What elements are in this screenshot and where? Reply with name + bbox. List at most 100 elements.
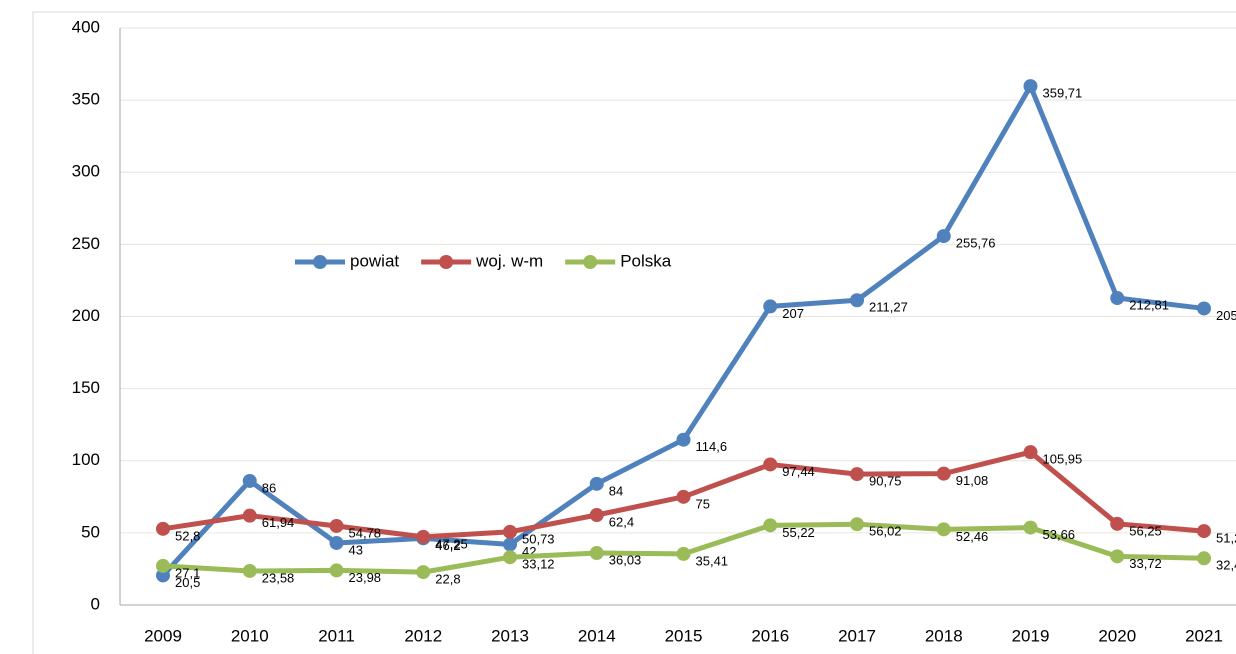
data-label: 27,1 (175, 565, 200, 580)
data-label: 32,4 (1216, 558, 1236, 573)
data-label: 86 (262, 480, 276, 495)
data-label: 35,41 (696, 553, 729, 568)
y-tick-label: 400 (72, 17, 100, 36)
legend-label: Polska (620, 251, 672, 270)
data-point (1197, 551, 1211, 566)
data-point (416, 565, 431, 580)
data-label: 207 (782, 306, 804, 321)
x-tick-label: 2019 (1012, 626, 1050, 645)
data-label: 205,58 (1216, 308, 1236, 323)
data-point (936, 229, 951, 244)
data-point (763, 457, 778, 472)
data-label: 56,02 (869, 524, 902, 539)
data-label: 211,27 (869, 300, 908, 315)
data-point (589, 507, 604, 522)
data-label: 62,4 (609, 514, 634, 529)
x-tick-label: 2010 (231, 626, 269, 645)
data-point (242, 563, 257, 578)
data-label: 46,2 (435, 538, 460, 553)
data-label: 61,94 (262, 515, 295, 530)
data-point (676, 489, 691, 504)
data-point (329, 535, 344, 550)
x-tick-label: 2021 (1185, 626, 1223, 645)
data-point (936, 466, 951, 481)
data-point (1023, 79, 1038, 94)
data-point (156, 558, 170, 573)
data-point (242, 508, 257, 523)
data-point (589, 546, 604, 561)
data-point (1197, 524, 1211, 539)
data-label: 91,08 (956, 473, 989, 488)
data-label: 43 (349, 542, 363, 557)
data-label: 359,71 (1043, 86, 1083, 101)
data-point (503, 537, 517, 552)
data-label: 114,6 (696, 439, 728, 454)
y-tick-label: 0 (91, 594, 100, 613)
legend-label: woj. w-m (475, 251, 543, 270)
x-tick-label: 2013 (491, 626, 529, 645)
y-tick-label: 50 (81, 522, 100, 541)
data-point (503, 524, 517, 539)
data-point (329, 518, 344, 533)
data-label: 36,03 (609, 552, 642, 567)
x-tick-label: 2014 (578, 626, 616, 645)
x-tick-label: 2017 (838, 626, 876, 645)
data-label: 56,25 (1129, 523, 1162, 538)
legend-marker (583, 255, 598, 269)
data-point (1110, 549, 1125, 564)
data-point (416, 529, 431, 544)
data-label: 84 (609, 483, 623, 498)
data-label: 23,98 (349, 570, 382, 585)
legend-marker (439, 255, 454, 269)
data-point (156, 521, 170, 536)
data-point (936, 522, 951, 537)
data-label: 90,75 (869, 474, 902, 489)
y-tick-label: 150 (72, 378, 100, 397)
y-tick-label: 200 (72, 306, 100, 325)
data-label: 20,5 (175, 575, 200, 590)
data-point (1023, 520, 1038, 535)
x-tick-label: 2020 (1098, 626, 1136, 645)
data-label: 105,95 (1043, 452, 1083, 467)
data-point (850, 517, 864, 532)
data-point (1197, 301, 1211, 316)
data-label: 52,46 (956, 529, 989, 544)
x-tick-label: 2018 (925, 626, 963, 645)
data-label: 22,8 (435, 572, 460, 587)
data-label: 50,73 (522, 531, 555, 546)
data-point (1023, 445, 1038, 460)
y-tick-label: 300 (72, 162, 100, 181)
data-label: 33,12 (522, 557, 555, 572)
x-tick-label: 2009 (144, 626, 182, 645)
data-label: 53,66 (1043, 527, 1076, 542)
data-label: 97,44 (782, 464, 815, 479)
x-tick-label: 2012 (404, 626, 442, 645)
data-label: 54,78 (349, 525, 382, 540)
data-label: 75 (696, 496, 710, 511)
legend-label: powiat (350, 251, 399, 270)
y-tick-label: 350 (72, 90, 100, 109)
y-tick-label: 100 (72, 450, 100, 469)
chart-frame (32, 11, 1236, 654)
legend-marker (313, 255, 327, 269)
data-point (676, 432, 691, 447)
data-label: 23,58 (262, 570, 295, 585)
x-tick-label: 2016 (751, 626, 789, 645)
data-point (1110, 291, 1125, 306)
data-label: 47,25 (435, 536, 468, 551)
data-point (676, 546, 691, 561)
data-point (589, 476, 604, 491)
y-tick-label: 250 (72, 234, 100, 253)
data-point (503, 550, 517, 565)
data-point (1110, 516, 1125, 531)
data-point (763, 518, 778, 533)
data-label: 33,72 (1129, 556, 1162, 571)
data-point (850, 293, 864, 308)
x-tick-label: 2015 (665, 626, 703, 645)
data-point (242, 473, 257, 488)
data-point (329, 563, 344, 578)
data-label: 51,25 (1216, 531, 1236, 546)
x-tick-label: 2011 (318, 626, 355, 645)
data-label: 212,81 (1129, 297, 1169, 312)
